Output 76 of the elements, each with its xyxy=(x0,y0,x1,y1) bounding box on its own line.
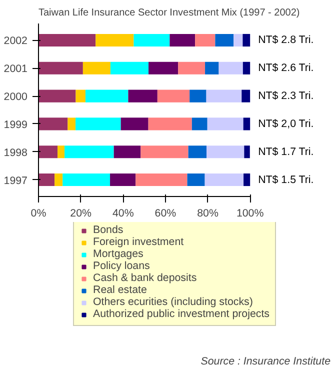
bar xyxy=(140,146,188,158)
bar xyxy=(58,146,65,158)
y-tick-label: 2000 xyxy=(4,91,28,104)
legend-label: Bonds xyxy=(93,224,124,236)
bar xyxy=(215,34,234,47)
bar xyxy=(204,173,244,186)
bar xyxy=(82,62,110,74)
bar xyxy=(64,146,114,158)
bar xyxy=(234,34,243,47)
bar xyxy=(190,90,206,102)
bar xyxy=(68,118,76,130)
x-tick-label: 60% xyxy=(154,208,177,220)
bar xyxy=(148,118,192,130)
bar xyxy=(110,62,149,74)
legend-label: Cash & bank deposits xyxy=(93,272,197,284)
bar xyxy=(206,146,244,158)
bar xyxy=(187,173,205,186)
x-tick-label: 40% xyxy=(112,208,134,220)
bar xyxy=(134,34,170,47)
bar xyxy=(188,146,207,158)
bar xyxy=(38,34,96,47)
bar xyxy=(76,90,86,102)
total-label: NT$ 2.3 Tri. xyxy=(258,90,314,102)
bar xyxy=(120,118,148,130)
bar xyxy=(110,173,136,186)
bar xyxy=(207,118,244,130)
bar xyxy=(170,34,196,47)
bar xyxy=(206,90,242,102)
bar xyxy=(218,62,243,74)
bar xyxy=(195,34,216,47)
bar xyxy=(38,173,55,186)
bar xyxy=(242,90,250,102)
bar xyxy=(136,173,188,186)
x-tick-label: 20% xyxy=(70,208,92,220)
source-note: Source : Insurance Institute xyxy=(200,356,331,368)
y-tick-label: 2001 xyxy=(4,63,28,76)
bar xyxy=(178,62,206,74)
chart-title: Taiwan Life Insurance Sector Investment Mix (1997 - 2002) xyxy=(38,8,300,18)
legend-label: Others ecurities (including stocks) xyxy=(93,296,253,308)
bar xyxy=(85,90,128,102)
legend-label: Policy loans xyxy=(93,260,150,272)
total-label: NT$ 2,0 Tri. xyxy=(258,118,314,130)
bar xyxy=(38,146,58,158)
bar xyxy=(205,62,219,74)
x-tick-label: 80% xyxy=(197,208,219,220)
bar xyxy=(38,62,83,74)
total-label: NT$ 1.7 Tri. xyxy=(258,146,314,158)
bar xyxy=(128,90,158,102)
legend-label: Real estate xyxy=(93,284,147,296)
bar xyxy=(244,146,250,158)
bar xyxy=(114,146,141,158)
bar xyxy=(38,118,68,130)
total-label: NT$ 2.8 Tri. xyxy=(258,34,314,46)
total-label: NT$ 2.6 Tri. xyxy=(258,62,314,74)
bar xyxy=(96,34,134,47)
bar xyxy=(62,173,110,186)
legend-label: Mortgages xyxy=(93,248,144,260)
total-label: NT$ 1.5 Tri. xyxy=(258,174,314,186)
bar xyxy=(242,34,250,47)
bar xyxy=(244,173,250,186)
legend-label: Authorized public investment projects xyxy=(93,308,270,320)
x-tick-label: 0% xyxy=(30,208,47,220)
bar xyxy=(242,62,250,74)
bar xyxy=(192,118,208,130)
bar xyxy=(243,118,250,130)
y-tick-label: 1997 xyxy=(4,174,28,187)
bar xyxy=(157,90,190,102)
bar xyxy=(76,118,121,130)
y-tick-label: 2002 xyxy=(4,35,28,48)
legend-label: Foreign investment xyxy=(93,236,184,248)
bar xyxy=(38,90,76,102)
bar xyxy=(148,62,178,74)
y-tick-label: 1999 xyxy=(4,118,28,131)
x-tick-label: 100% xyxy=(236,208,264,220)
y-tick-label: 1998 xyxy=(4,146,28,159)
bar xyxy=(54,173,63,186)
